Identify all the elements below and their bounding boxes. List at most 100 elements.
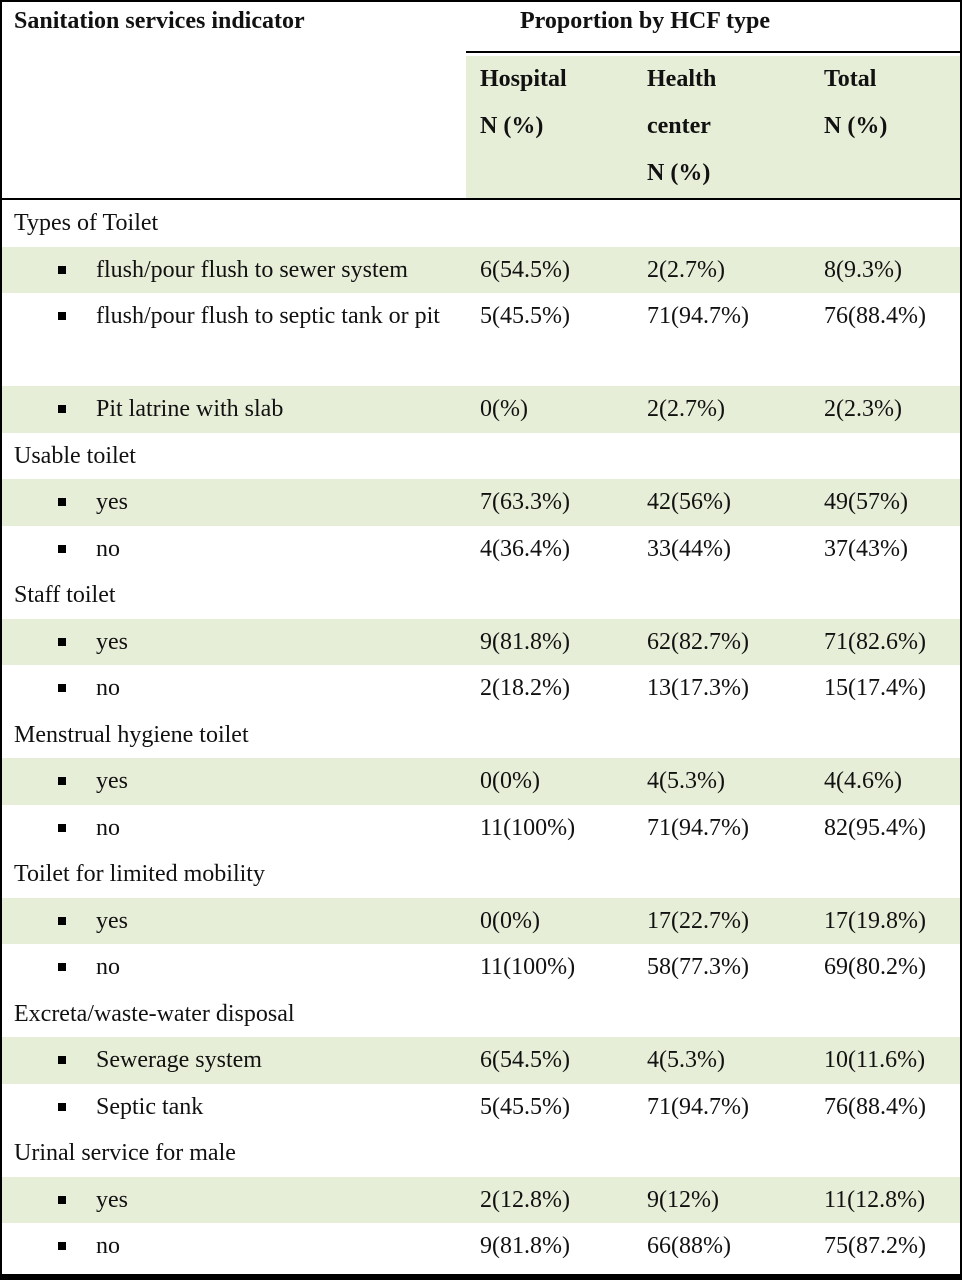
item-label: flush/pour flush to septic tank or pit — [96, 303, 440, 329]
health-center-header-line: N (%) — [647, 160, 711, 186]
hospital-header-line: Hospital — [480, 66, 567, 92]
row-shading — [2, 479, 960, 526]
proportion-column-header: Proportion by HCF type — [520, 8, 770, 34]
row-shading — [2, 758, 960, 805]
hospital-value: 2(12.8%) — [480, 1186, 570, 1213]
health-center-value: 9(12%) — [647, 1186, 719, 1213]
table-row: yes 9(81.8%) 62(82.7%) 71(82.6%) — [2, 618, 960, 665]
health-center-value: 71(94.7%) — [647, 814, 749, 841]
bullet-icon — [58, 312, 66, 320]
hospital-value: 4(36.4%) — [480, 535, 570, 562]
hospital-value: 0(0%) — [480, 907, 540, 934]
bullet-icon — [58, 1242, 66, 1250]
category-label: Staff toilet — [14, 582, 116, 608]
total-value: 69(80.2%) — [824, 954, 926, 980]
item-label: Pit latrine with slab — [96, 396, 284, 422]
table-row: yes 0(0%) 4(5.3%) 4(4.6%) — [2, 758, 960, 805]
health-center-value: 17(22.7%) — [647, 907, 749, 934]
total-value: 17(19.8%) — [824, 907, 926, 934]
health-center-header-line: Health — [647, 66, 717, 92]
table-row: no 4(36.4%) 33(44%) 37(43%) — [2, 526, 960, 573]
bullet-icon — [58, 637, 66, 646]
total-value: 71(82.6%) — [824, 628, 926, 655]
total-value: 75(87.2%) — [824, 1233, 926, 1259]
table-row: no 11(100%) 71(94.7%) 82(95.4%) — [2, 805, 960, 852]
item-label: yes — [96, 628, 128, 655]
item-label: Sewerage system — [96, 1047, 262, 1073]
health-center-value: 66(88%) — [647, 1233, 731, 1259]
indicator-column-header: Sanitation services indicator — [14, 8, 305, 34]
total-value: 10(11.6%) — [824, 1047, 926, 1073]
bullet-icon — [58, 1195, 66, 1204]
item-label: no — [96, 814, 120, 841]
category-row: Toilet for limited mobility — [2, 851, 960, 898]
table-header: Sanitation services indicator Proportion… — [2, 2, 960, 54]
total-value: 37(43%) — [824, 535, 908, 562]
hospital-value: 6(54.5%) — [480, 1047, 570, 1073]
total-column-header: Total N (%) — [824, 56, 887, 150]
health-center-value: 71(94.7%) — [647, 1093, 749, 1120]
category-label: Toilet for limited mobility — [14, 861, 265, 887]
category-label: Menstrual hygiene toilet — [14, 721, 249, 748]
total-value: 76(88.4%) — [824, 303, 926, 329]
bullet-icon — [58, 265, 66, 274]
row-shading — [2, 386, 960, 433]
row-shading — [2, 246, 960, 293]
item-label: yes — [96, 907, 128, 934]
hospital-header-line: N (%) — [480, 113, 544, 139]
bullet-icon — [58, 1056, 66, 1064]
total-header-line: Total — [824, 66, 877, 92]
total-header-line: N (%) — [824, 113, 888, 139]
bullet-icon — [58, 963, 66, 971]
bullet-icon — [58, 916, 66, 925]
table-row: Sewerage system 6(54.5%) 4(5.3%) 10(11.6%) — [2, 1037, 960, 1084]
table-row: yes 0(0%) 17(22.7%) 17(19.8%) — [2, 897, 960, 944]
table-row: no 11(100%) 58(77.3%) 69(80.2%) — [2, 944, 960, 991]
category-row: Usable toilet — [2, 433, 960, 480]
item-label: no — [96, 675, 120, 701]
health-center-value: 33(44%) — [647, 535, 731, 562]
category-label: Types of Toilet — [14, 210, 159, 236]
bullet-icon — [58, 684, 66, 692]
header-divider — [466, 51, 960, 53]
category-row: Urinal service for male — [2, 1130, 960, 1177]
row-shading — [2, 1037, 960, 1084]
total-value: 8(9.3%) — [824, 256, 902, 283]
hospital-value: 0(%) — [480, 396, 528, 422]
item-label: no — [96, 535, 120, 562]
health-center-value: 2(2.7%) — [647, 256, 725, 283]
hcf-type-subheader: Hospital N (%) Health center N (%) Total… — [466, 56, 960, 198]
item-label: no — [96, 954, 120, 980]
row-shading — [2, 897, 960, 944]
bullet-icon — [58, 1102, 66, 1111]
item-label: Septic tank — [96, 1093, 204, 1120]
category-row: Excreta/waste-water disposal — [2, 991, 960, 1038]
bullet-icon — [58, 405, 66, 413]
category-label: Excreta/waste-water disposal — [14, 1000, 295, 1027]
health-center-value: 4(5.3%) — [647, 1047, 725, 1073]
table-row: Septic tank 5(45.5%) 71(94.7%) 76(88.4%) — [2, 1084, 960, 1131]
health-center-value: 42(56%) — [647, 489, 731, 515]
category-row: Types of Toilet — [2, 200, 960, 247]
total-value: 49(57%) — [824, 489, 908, 515]
table-row: yes 7(63.3%) 42(56%) 49(57%) — [2, 479, 960, 526]
table-row: no 9(81.8%) 66(88%) 75(87.2%) — [2, 1223, 960, 1270]
bullet-icon — [58, 777, 66, 785]
table-body: Types of Toilet flush/pour flush to sewer… — [2, 200, 960, 1270]
bullet-icon — [58, 544, 66, 553]
row-shading — [2, 1176, 960, 1223]
header-bottom-divider — [2, 198, 960, 200]
hospital-value: 5(45.5%) — [480, 1093, 570, 1120]
hospital-value: 7(63.3%) — [480, 489, 570, 515]
item-label: yes — [96, 1186, 128, 1213]
hospital-value: 9(81.8%) — [480, 1233, 570, 1259]
row-shading — [2, 618, 960, 665]
table-row: Pit latrine with slab 0(%) 2(2.7%) 2(2.3%) — [2, 386, 960, 433]
table-row: flush/pour flush to sewer system 6(54.5%)… — [2, 246, 960, 293]
total-value: 15(17.4%) — [824, 675, 926, 701]
bullet-icon — [58, 498, 66, 506]
hospital-value: 11(100%) — [480, 954, 576, 980]
hospital-value: 0(0%) — [480, 768, 540, 794]
hospital-value: 5(45.5%) — [480, 303, 570, 329]
health-center-header-line: center — [647, 113, 711, 139]
